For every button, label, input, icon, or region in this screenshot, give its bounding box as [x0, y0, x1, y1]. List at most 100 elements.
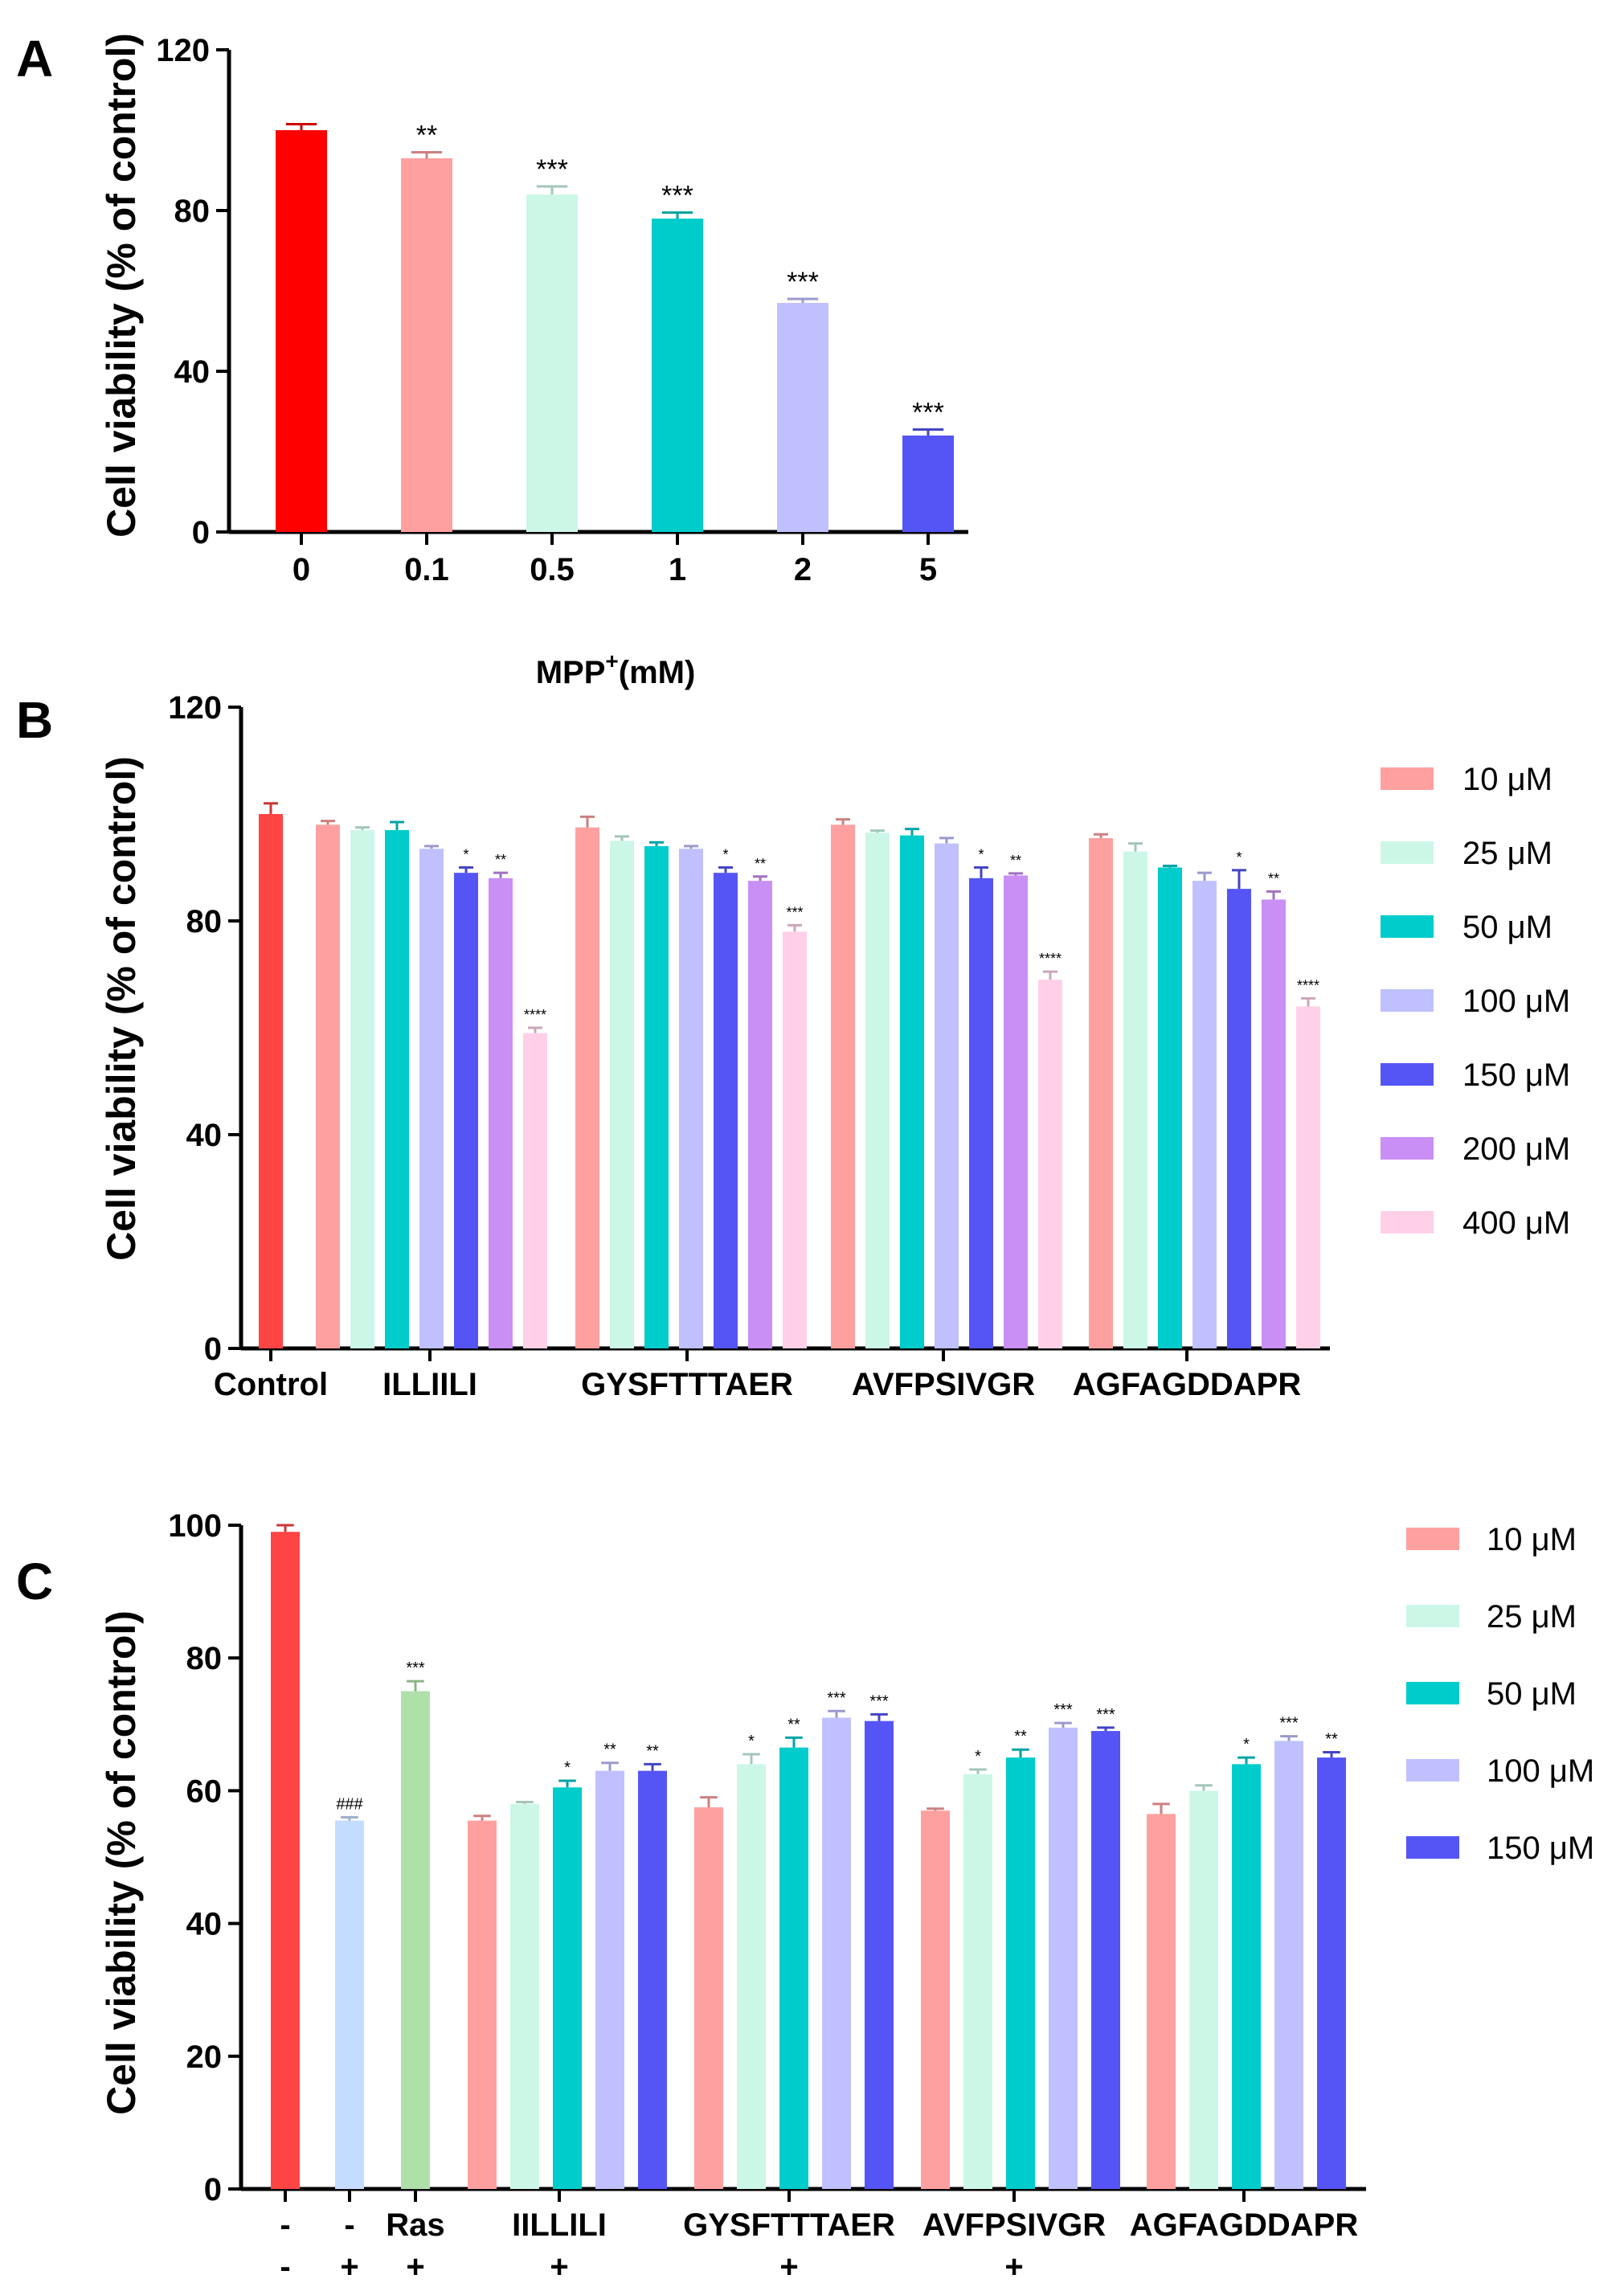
panel-a-bar	[401, 158, 452, 532]
panel-a-bar	[902, 436, 954, 532]
panel-b-bar	[1192, 881, 1217, 1348]
panel-c-significance: ***	[827, 1689, 846, 1707]
panel-a-x-tick-label: 0.5	[530, 552, 575, 587]
panel-a-x-tick-label: 1	[669, 552, 686, 587]
panel-c-bar	[1189, 1790, 1218, 2189]
panel-c-significance: *	[975, 1748, 981, 1765]
panel-b-bar	[679, 849, 703, 1348]
panel-c-y-tick-label: 60	[186, 1774, 223, 1809]
panel-b-bar	[419, 849, 444, 1348]
panel-a-significance: ***	[661, 181, 693, 211]
panel-c-single-bar	[401, 1691, 430, 2189]
panel-b-bar	[1089, 837, 1113, 1348]
panel-c-bar	[1147, 1814, 1176, 2189]
panel-c-bar	[963, 1774, 992, 2189]
panel-c-bar	[865, 1720, 894, 2189]
panel-c-x-tick-label: AVFPSIVGR	[922, 2207, 1106, 2243]
panel-b-bar	[783, 931, 807, 1348]
panel-c-significance: **	[646, 1742, 659, 1760]
panel-a-bar	[777, 303, 828, 532]
panel-b-legend-swatch	[1381, 989, 1434, 1012]
panel-a-ylabel: Cell viability (% of control)	[99, 33, 144, 538]
panel-b-legend-swatch	[1381, 767, 1434, 790]
panel-b-significance: **	[755, 856, 766, 872]
panel-c-bar	[779, 1747, 808, 2189]
panel-b-legend-label: 200 μM	[1462, 1131, 1570, 1167]
panel-b-significance: *	[463, 847, 468, 863]
panel-b-significance: ****	[1297, 977, 1319, 993]
panel-c-bar	[1049, 1727, 1078, 2189]
panel-b-significance: *	[722, 847, 728, 863]
panel-b-bar	[1296, 1006, 1320, 1348]
panel-b-legend-label: 10 μM	[1462, 762, 1552, 797]
panel-b-x-tick-label: ILLIILI	[382, 1367, 477, 1402]
panel-a-x-tick-label: 0.1	[404, 552, 449, 587]
panel-b-bar	[969, 878, 993, 1348]
panel-c-y-tick-label: 40	[186, 1907, 223, 1942]
panel-b-legend: 10 μM 25 μM 50 μM 100 μM 150 μM 200 μM 400 μM	[1381, 762, 1570, 1241]
panel-b-bar	[831, 824, 855, 1348]
panel-a-x-tick-label: 5	[919, 552, 937, 587]
panel-c-x-tick-label: IILLILI	[512, 2207, 607, 2243]
panel-b-bar	[865, 833, 890, 1348]
panel-b-bar	[1038, 980, 1062, 1348]
panel-b-bar	[644, 845, 669, 1348]
panel-c-significance: **	[1014, 1728, 1027, 1745]
panel-c-single-bar	[271, 1532, 300, 2189]
panel-c-bar	[1091, 1731, 1120, 2189]
panel-c-significance: *	[564, 1759, 571, 1777]
panel-c-bar	[737, 1764, 766, 2189]
panel-a-y-tick-label: 120	[156, 33, 210, 68]
panel-b-bar	[1004, 875, 1028, 1348]
panel-c-bar	[1317, 1757, 1346, 2189]
panel-c-legend: 10 μM 25 μM 50 μM 100 μM 150 μM	[1406, 1522, 1594, 1866]
panel-c-legend-swatch	[1406, 1605, 1459, 1627]
panel-c-legend-swatch	[1406, 1836, 1459, 1859]
panel-c-legend-swatch	[1406, 1759, 1459, 1782]
panel-c-legend-swatch	[1406, 1682, 1459, 1704]
panel-b: B Cell viability (% of control) 0 40 80 120…	[16, 690, 1570, 1402]
panel-a-y-tick-label: 40	[174, 354, 211, 390]
panel-b-x-tick-label: AGFAGDDAPR	[1073, 1367, 1302, 1402]
panel-c-bar	[468, 1820, 497, 2189]
panel-b-bar	[385, 829, 409, 1348]
panel-c-x-tick-label: AGFAGDDAPR	[1130, 2207, 1359, 2243]
panel-b-y-tick-label: 120	[168, 690, 222, 726]
panel-c-bar	[1006, 1757, 1035, 2189]
panel-c-significance: **	[1325, 1730, 1338, 1748]
panel-c-bar	[1232, 1764, 1261, 2189]
panel-c-single-significance: ###	[336, 1795, 363, 1813]
panel-b-bar	[748, 881, 772, 1348]
panel-c-bar	[822, 1717, 851, 2189]
panel-b-bar	[1227, 889, 1251, 1348]
panel-c-y-tick-label: 80	[186, 1641, 223, 1676]
panel-b-significance: **	[1268, 870, 1279, 886]
panel-c-bar	[921, 1810, 950, 2189]
panel-c-x-tick-label-2: +	[550, 2249, 568, 2283]
panel-c-legend-label: 100 μM	[1487, 1753, 1594, 1789]
panel-a-significance: **	[416, 121, 437, 151]
panel-a-significance: ***	[536, 154, 568, 185]
panel-c-label: C	[16, 1553, 53, 1610]
panel-c-bar	[553, 1787, 582, 2189]
panel-a-plot: 0 40 80 120 0 ** 0.1 *** 0.5 *** 1 *** 2 *** 5	[156, 33, 968, 587]
panel-b-legend-swatch	[1381, 1137, 1434, 1160]
panel-c-significance: ***	[1096, 1706, 1115, 1724]
panel-a-significance: ***	[912, 398, 944, 428]
panel-a-y-tick-label: 80	[174, 194, 211, 229]
panel-c-bar	[638, 1770, 667, 2189]
panel-a-bar	[526, 194, 578, 532]
panel-b-legend-swatch	[1381, 1211, 1434, 1234]
panel-a-y-tick-label: 0	[192, 515, 210, 550]
panel-b-label: B	[16, 691, 53, 749]
panel-b-bar	[900, 835, 924, 1348]
panel-b-legend-label: 25 μM	[1462, 836, 1552, 871]
panel-a-xlabel: MPP+(mM)	[536, 648, 696, 690]
panel-b-x-tick-label: AVFPSIVGR	[852, 1367, 1035, 1402]
panel-a-x-tick-label: 0	[292, 552, 310, 587]
panel-b-bar	[610, 841, 634, 1348]
panel-c-bar	[595, 1770, 624, 2189]
panel-c-x-tick-label: -	[344, 2207, 354, 2243]
